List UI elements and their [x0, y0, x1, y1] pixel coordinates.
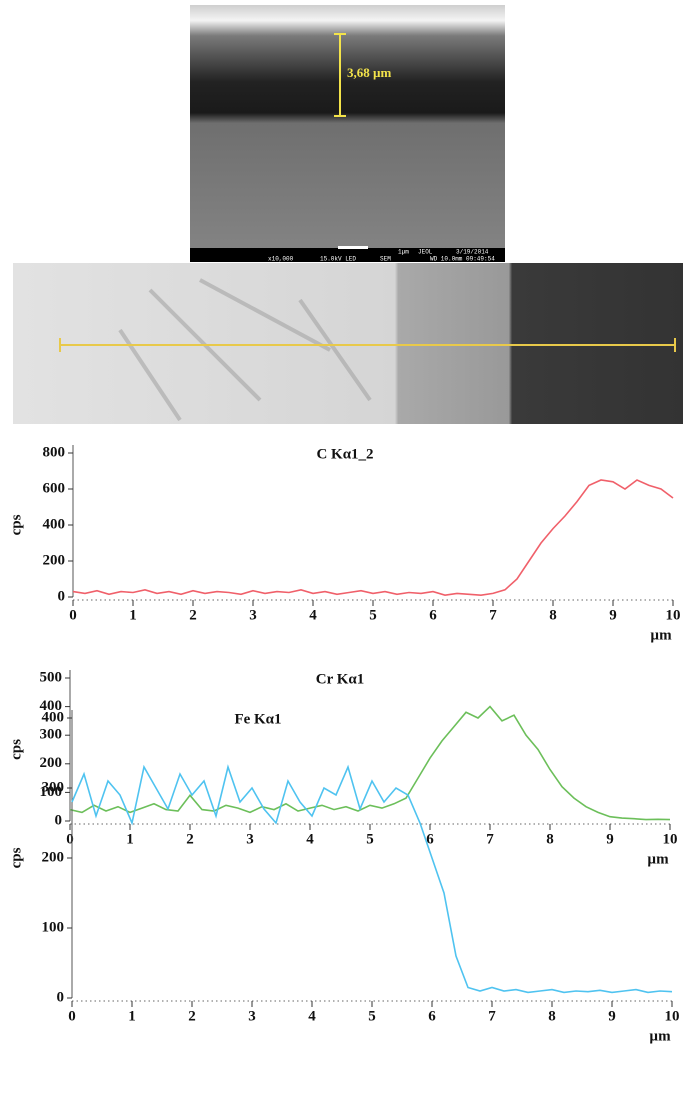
x-axis-label: µm	[647, 851, 669, 867]
scan-photo	[13, 263, 683, 424]
y-tick-label: 200	[42, 849, 65, 865]
x-tick-label: 2	[186, 831, 194, 847]
x-tick-label: 1	[129, 607, 137, 623]
y-tick-label: 300	[42, 779, 65, 795]
y-tick-label: 800	[43, 444, 66, 460]
x-tick-label: 6	[428, 1008, 436, 1024]
sem-photo	[190, 5, 505, 262]
x-tick-label: 10	[666, 607, 681, 623]
maker: JEOL	[418, 249, 433, 256]
chart: 0 200 400 600 800 0 1 2 3 4 5 6 7 8 9 10 cps µm C Kα1_2	[8, 444, 680, 643]
scale-bar	[338, 246, 368, 249]
y-tick-label: 600	[43, 480, 66, 496]
x-tick-label: 1	[126, 831, 134, 847]
wd-time: WD 10.0mm 09:49:54	[430, 256, 495, 263]
data-line	[72, 479, 674, 597]
mode: SEM	[380, 256, 391, 263]
x-tick-label: 7	[486, 831, 494, 847]
x-tick-label: 8	[548, 1008, 556, 1024]
x-tick-label: 4	[308, 1008, 316, 1024]
x-tick-label: 8	[549, 607, 557, 623]
x-tick-label: 4	[306, 831, 314, 847]
scale-text: 1µm	[398, 249, 409, 256]
x-tick-label: 7	[488, 1008, 496, 1024]
x-tick-label: 10	[665, 1008, 680, 1024]
data-line	[71, 764, 673, 994]
x-tick-label: 6	[426, 831, 434, 847]
x-tick-label: 5	[369, 607, 377, 623]
y-tick-label: 0	[55, 812, 63, 828]
chart-title: C Kα1_2	[316, 446, 373, 462]
y-axis-label: cps	[8, 847, 24, 868]
x-tick-label: 4	[309, 607, 317, 623]
measurement: 3,68 µm	[347, 65, 391, 80]
y-tick-label: 100	[42, 919, 65, 935]
y-tick-label: 400	[40, 698, 63, 714]
chart-title: Cr Kα1	[316, 671, 365, 687]
x-tick-label: 5	[368, 1008, 376, 1024]
info-bar	[190, 248, 505, 262]
y-tick-label: 400	[43, 516, 66, 532]
x-tick-label: 7	[489, 607, 497, 623]
magnification: x10,000	[268, 256, 294, 263]
x-tick-label: 2	[189, 607, 197, 623]
line-scan-image	[13, 263, 683, 424]
data-line	[69, 705, 671, 821]
x-tick-label: 3	[249, 607, 257, 623]
x-tick-label: 8	[546, 831, 554, 847]
x-tick-label: 1	[128, 1008, 136, 1024]
x-tick-label: 2	[188, 1008, 196, 1024]
y-tick-label: 100	[40, 784, 63, 800]
y-tick-label: 200	[40, 755, 63, 771]
y-tick-label: 300	[40, 727, 63, 743]
x-tick-label: 3	[246, 831, 254, 847]
chart-title: Fe Kα1	[234, 711, 281, 727]
x-tick-label: 9	[609, 607, 617, 623]
x-tick-label: 0	[69, 607, 77, 623]
x-axis-label: µm	[649, 1028, 671, 1044]
x-tick-label: 6	[429, 607, 437, 623]
y-tick-label: 0	[58, 588, 66, 604]
x-axis-label: µm	[650, 627, 672, 643]
x-tick-label: 9	[606, 831, 614, 847]
y-axis-label: cps	[8, 739, 24, 760]
x-tick-label: 10	[663, 831, 678, 847]
chart: 0 100 200 300 400 500 0 1 2 3 4 5 6 7 8 9 10 cps µm Cr Kα1	[8, 669, 677, 867]
y-tick-label: 0	[57, 989, 65, 1005]
y-axis-label: cps	[8, 514, 24, 535]
y-tick-label: 400	[42, 709, 65, 725]
x-tick-label: 9	[608, 1008, 616, 1024]
sem-image: 3,68 µm 1µm JEOL 3/19/2014 x10,000 15.0k…	[190, 5, 505, 263]
x-tick-label: 3	[248, 1008, 256, 1024]
x-tick-label: 0	[66, 831, 74, 847]
y-tick-label: 200	[43, 552, 66, 568]
date: 3/19/2014	[456, 249, 489, 256]
x-tick-label: 0	[68, 1008, 76, 1024]
voltage: 15.0kV LED	[320, 256, 356, 263]
y-tick-label: 500	[40, 669, 63, 685]
x-tick-label: 5	[366, 831, 374, 847]
